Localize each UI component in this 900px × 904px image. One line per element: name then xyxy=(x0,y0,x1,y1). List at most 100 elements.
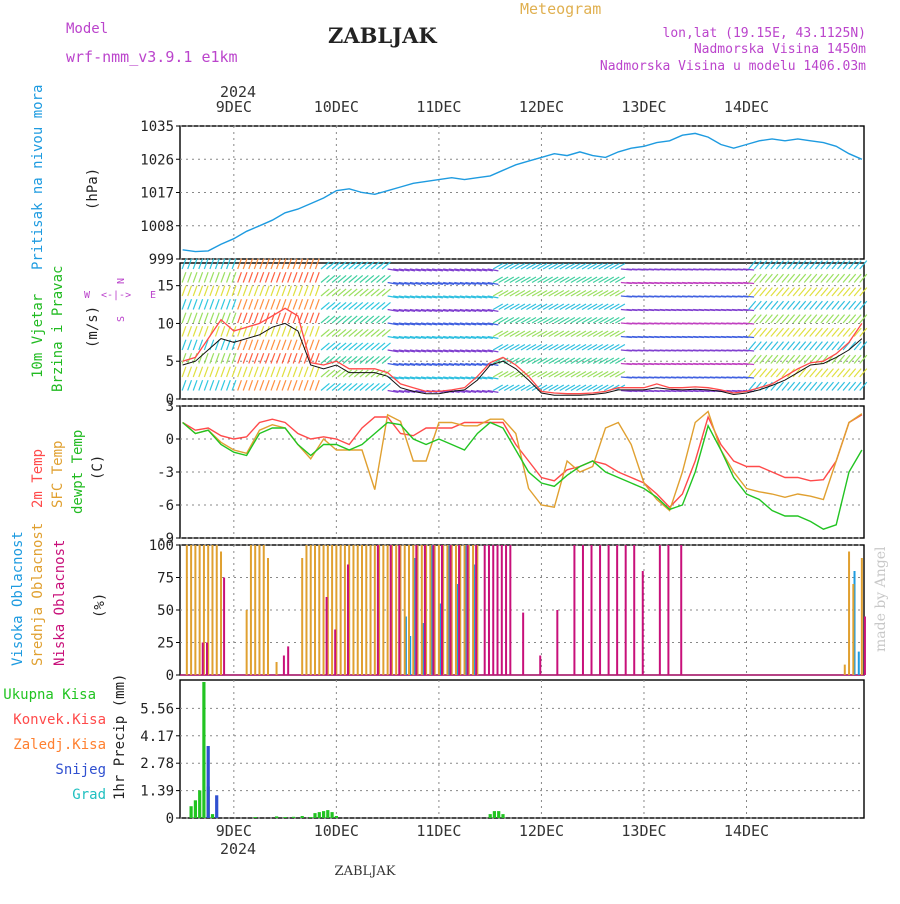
wind-barb xyxy=(192,379,198,391)
wind-barb xyxy=(270,352,276,364)
wind-barb xyxy=(448,308,460,312)
wind-barb xyxy=(454,308,466,312)
wind-barb xyxy=(515,384,526,392)
wind-barb xyxy=(515,276,526,284)
wind-barb xyxy=(842,300,851,310)
wind-barb xyxy=(559,357,570,365)
wind-barb xyxy=(581,289,592,297)
wind-barb xyxy=(398,389,410,393)
wind-barb xyxy=(814,287,823,297)
wind-barb xyxy=(326,328,336,337)
wind-barb xyxy=(764,327,773,337)
wind-barb xyxy=(609,330,620,338)
wind-barb xyxy=(565,262,576,270)
wind-barb xyxy=(314,339,320,351)
wind-barb xyxy=(214,312,220,324)
wind-barb xyxy=(581,316,592,324)
wind-barb xyxy=(237,285,242,297)
wind-barb xyxy=(292,339,298,351)
wind-barb xyxy=(259,339,265,351)
wind-barb xyxy=(209,271,215,283)
wind-barb xyxy=(342,261,352,270)
wind-barb xyxy=(214,352,220,364)
wind-barb xyxy=(209,366,215,378)
wind-barb xyxy=(603,316,615,324)
wind-barb xyxy=(342,382,352,391)
wind-barb xyxy=(465,322,477,326)
wind-barb xyxy=(531,303,542,311)
wind-barb xyxy=(498,330,509,338)
legend-grad: Grad xyxy=(72,787,106,803)
wind-barb xyxy=(348,355,358,364)
wind-barb xyxy=(264,366,270,378)
wind-barb xyxy=(481,335,494,339)
wind-barb xyxy=(314,366,320,378)
wind-barb xyxy=(426,349,438,353)
y-tick-label: 3 xyxy=(166,399,174,415)
wind-barb xyxy=(587,262,598,270)
wind-barb xyxy=(509,316,520,324)
wind-barb xyxy=(781,368,790,378)
wind-barb xyxy=(759,368,768,378)
wind-barb xyxy=(404,295,416,299)
wind-barb xyxy=(331,261,341,270)
wind-barb xyxy=(570,384,581,392)
wind-barb xyxy=(275,298,281,310)
wind-barb xyxy=(603,276,615,284)
wind-barb xyxy=(548,262,559,270)
wind-barb xyxy=(781,341,790,351)
wind-barb xyxy=(365,355,375,364)
wind-barb xyxy=(559,384,570,392)
wind-barb xyxy=(798,287,807,297)
wind-barb xyxy=(576,370,587,378)
wind-barb xyxy=(481,295,494,299)
wind-barb xyxy=(548,357,559,365)
wind-barb xyxy=(848,314,857,324)
wind-barb xyxy=(220,298,226,310)
wind-barb xyxy=(409,335,421,339)
wind-barb xyxy=(853,327,862,337)
wind-barb xyxy=(409,268,421,272)
wind-barb xyxy=(331,288,341,297)
wind-barb xyxy=(509,384,520,392)
wind-barb xyxy=(237,271,242,283)
wind-barb xyxy=(803,273,812,283)
wind-barb xyxy=(264,379,270,391)
wind-barb xyxy=(192,366,198,378)
wind-barb xyxy=(476,295,488,299)
wind-barb xyxy=(581,357,592,365)
wind-barb xyxy=(237,312,242,324)
wind-barb xyxy=(498,316,509,324)
wind-barb xyxy=(781,327,790,337)
wind-barb xyxy=(775,287,784,297)
wind-barb xyxy=(275,366,281,378)
wind-barb xyxy=(542,330,553,338)
wind-barb xyxy=(748,260,757,270)
wind-barb xyxy=(314,312,320,324)
wind-barb xyxy=(798,354,807,364)
wind-barb xyxy=(420,335,432,339)
year-top: 2024 xyxy=(220,83,256,101)
wind-barb xyxy=(398,295,410,299)
wind-barb xyxy=(831,368,840,378)
wind-barb xyxy=(603,289,615,297)
wind-barb xyxy=(465,389,477,393)
wind-barb xyxy=(753,300,762,310)
wind-barb xyxy=(487,335,499,339)
wind-barb xyxy=(743,376,755,379)
year-bottom: 2024 xyxy=(220,840,256,858)
wind-barb xyxy=(242,366,248,378)
wind-barb xyxy=(515,303,526,311)
wind-barb xyxy=(848,368,857,378)
wind-barb xyxy=(381,301,391,310)
wind-barb xyxy=(609,343,620,351)
wind-barb xyxy=(820,327,829,337)
wind-barb xyxy=(587,343,598,351)
wind-barb xyxy=(743,295,755,298)
wind-barb xyxy=(426,335,438,339)
wind-barb xyxy=(792,327,801,337)
wind-barb xyxy=(831,314,840,324)
wind-barb xyxy=(270,366,276,378)
wind-barb xyxy=(331,301,341,310)
wind-barb xyxy=(764,314,773,324)
